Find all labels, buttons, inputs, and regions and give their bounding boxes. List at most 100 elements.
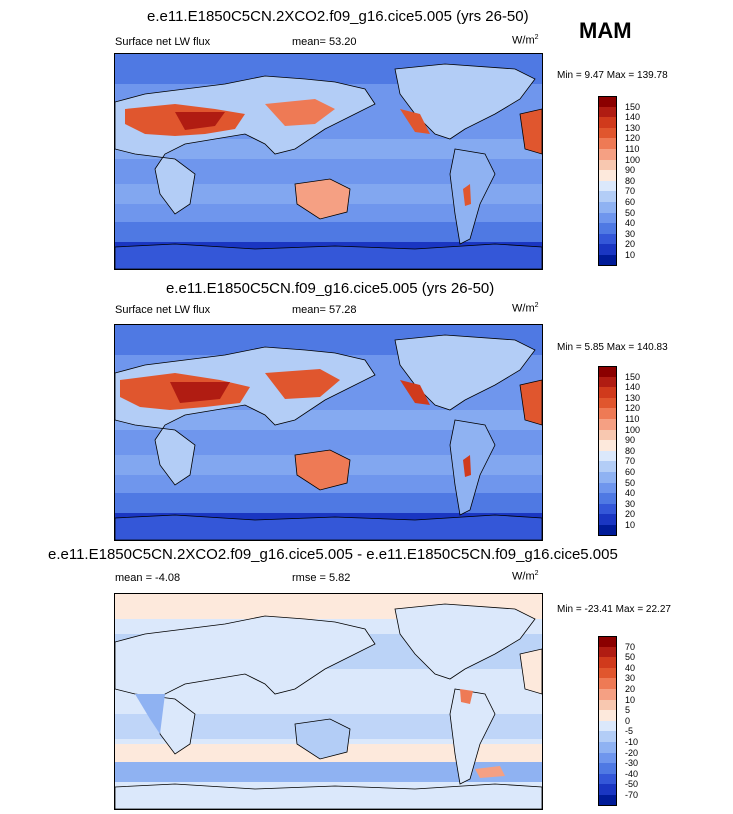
tropical-band [115,410,542,430]
colorbar-tick-label: 20 [625,509,636,520]
colorbar-swatch [598,493,617,505]
colorbar-tick-label: 0 [625,715,631,726]
west-africa-edge [519,648,542,695]
panel-1-title: e.e11.E1850C5CN.2XCO2.f09_g16.cice5.005 … [147,8,529,25]
west-africa-edge [519,108,542,155]
colorbar-swatch [598,742,617,754]
colorbar-swatch [598,763,617,775]
colorbar-tick-label: -70 [625,790,639,800]
colorbar-swatch [598,117,617,129]
colorbar-tick-label: -40 [625,768,639,779]
colorbar-tick-label: 70 [625,641,636,652]
panel-2-map-svg [115,325,542,540]
mexico-west-hot [400,380,430,405]
north-america [394,334,536,411]
colorbar-swatch [598,699,617,711]
west-africa-edge [519,379,542,426]
colorbar-swatch [598,667,617,679]
colorbar-tick-label: -20 [625,747,639,758]
colorbar-swatch [598,710,617,722]
colorbar-swatch [598,255,617,267]
colorbar-tick-label: 50 [625,652,636,663]
season-label: MAM [579,18,632,43]
south-america-warm-patch [460,689,473,704]
colorbar-swatch [598,646,617,658]
colorbar-swatch [598,397,617,409]
north-america [394,63,536,140]
panel-2-colorbar: 150 140 130 120 110 100 90 80 70 60 50 40 30 20 10 [598,366,658,537]
panel-2-title: e.e11.E1850C5CN.f09_g16.cice5.005 (yrs 2… [166,280,495,297]
colorbar-swatch [598,429,617,441]
colorbar-tick-label: 90 [625,435,636,446]
colorbar-swatch [598,482,617,494]
colorbar-swatch [598,191,617,203]
south-america [449,688,496,785]
panel-3-units: W/m2 [512,570,539,583]
colorbar-swatch [598,720,617,732]
panel-3-title: e.e11.E1850C5CN.2XCO2.f09_g16.cice5.005 … [48,546,618,563]
colorbar-swatch [598,212,617,224]
colorbar-tick-label: 40 [625,488,636,499]
colorbar-tick-label: 90 [625,165,636,176]
australia [294,449,351,491]
colorbar-swatch [598,159,617,171]
south-america [449,148,496,245]
panel-1-mean-label: mean= 53.20 [292,36,357,48]
south-america [449,419,496,516]
colorbar-swatch [598,233,617,245]
panel-1-map-svg [115,54,542,269]
colorbar-tick-label: 50 [625,207,636,218]
colorbar-swatch [598,419,617,431]
africa-cool-patch [135,694,165,734]
colorbar-tick-label: -50 [625,779,639,790]
colorbar-swatch [598,127,617,139]
colorbar-tick-label: 40 [625,218,636,229]
colorbar-swatch [598,525,617,537]
panel-2-mean-label: mean= 57.28 [292,304,357,316]
colorbar-tick-label: 30 [625,498,636,509]
colorbar-swatch [598,503,617,515]
colorbar-tick-label: -5 [625,726,634,737]
colorbar-tick-label: 30 [625,228,636,239]
australia [294,178,351,220]
panel-3-colorbar: 70 50 40 30 20 10 5 0 -5 -10 -20 -30 -40 -50 -70 [598,636,658,807]
colorbar-tick-label: 60 [625,197,636,207]
colorbar-tick-label: 70 [625,186,636,197]
panel-1-map [114,53,543,270]
central-asia-warm [265,369,340,399]
colorbar-tick-label: 100 [625,424,641,435]
panel-1-colorbar: 150 140 130 120 110 100 90 80 70 60 50 40 30 20 10 [598,96,658,267]
panel-3-mean-label: mean = -4.08 [115,572,181,584]
colorbar-tick-label: -10 [625,737,639,747]
panel-3-minmax: Min = -23.41 Max = 22.27 [557,604,671,615]
colorbar-swatch [598,96,617,108]
colorbar-tick-label: 120 [625,133,641,144]
colorbar-tick-label: 150 [625,371,641,382]
colorbar-swatch [598,149,617,161]
colorbar-tick-label: 20 [625,239,636,250]
panel-1-minmax: Min = 9.47 Max = 139.78 [557,70,668,81]
eurasia-africa-landmass [115,615,376,755]
colorbar-swatch [598,450,617,462]
andes-hot [463,455,471,477]
panel-2-minmax: Min = 5.85 Max = 140.83 [557,342,668,353]
colorbar-swatch [598,408,617,420]
colorbar-tick-label: 100 [625,154,641,165]
panel-2-units: W/m2 [512,302,539,315]
colorbar-swatch [598,461,617,473]
colorbar-swatch [598,170,617,182]
colorbar-swatch [598,795,617,807]
colorbar-tick-label: -30 [625,758,639,769]
colorbar-tick-label: 110 [625,144,640,154]
colorbar-swatch [598,387,617,399]
colorbar-swatch [598,106,617,118]
colorbar-tick-label: 140 [625,112,641,123]
colorbar-tick-label: 5 [625,705,631,716]
colorbar-swatch [598,202,617,214]
mexico-west-hot [400,109,430,134]
north-america [394,603,536,680]
colorbar-swatch [598,731,617,743]
colorbar-swatch [598,376,617,388]
southern-warm-patch [475,766,505,778]
central-asia-warm [265,99,335,126]
